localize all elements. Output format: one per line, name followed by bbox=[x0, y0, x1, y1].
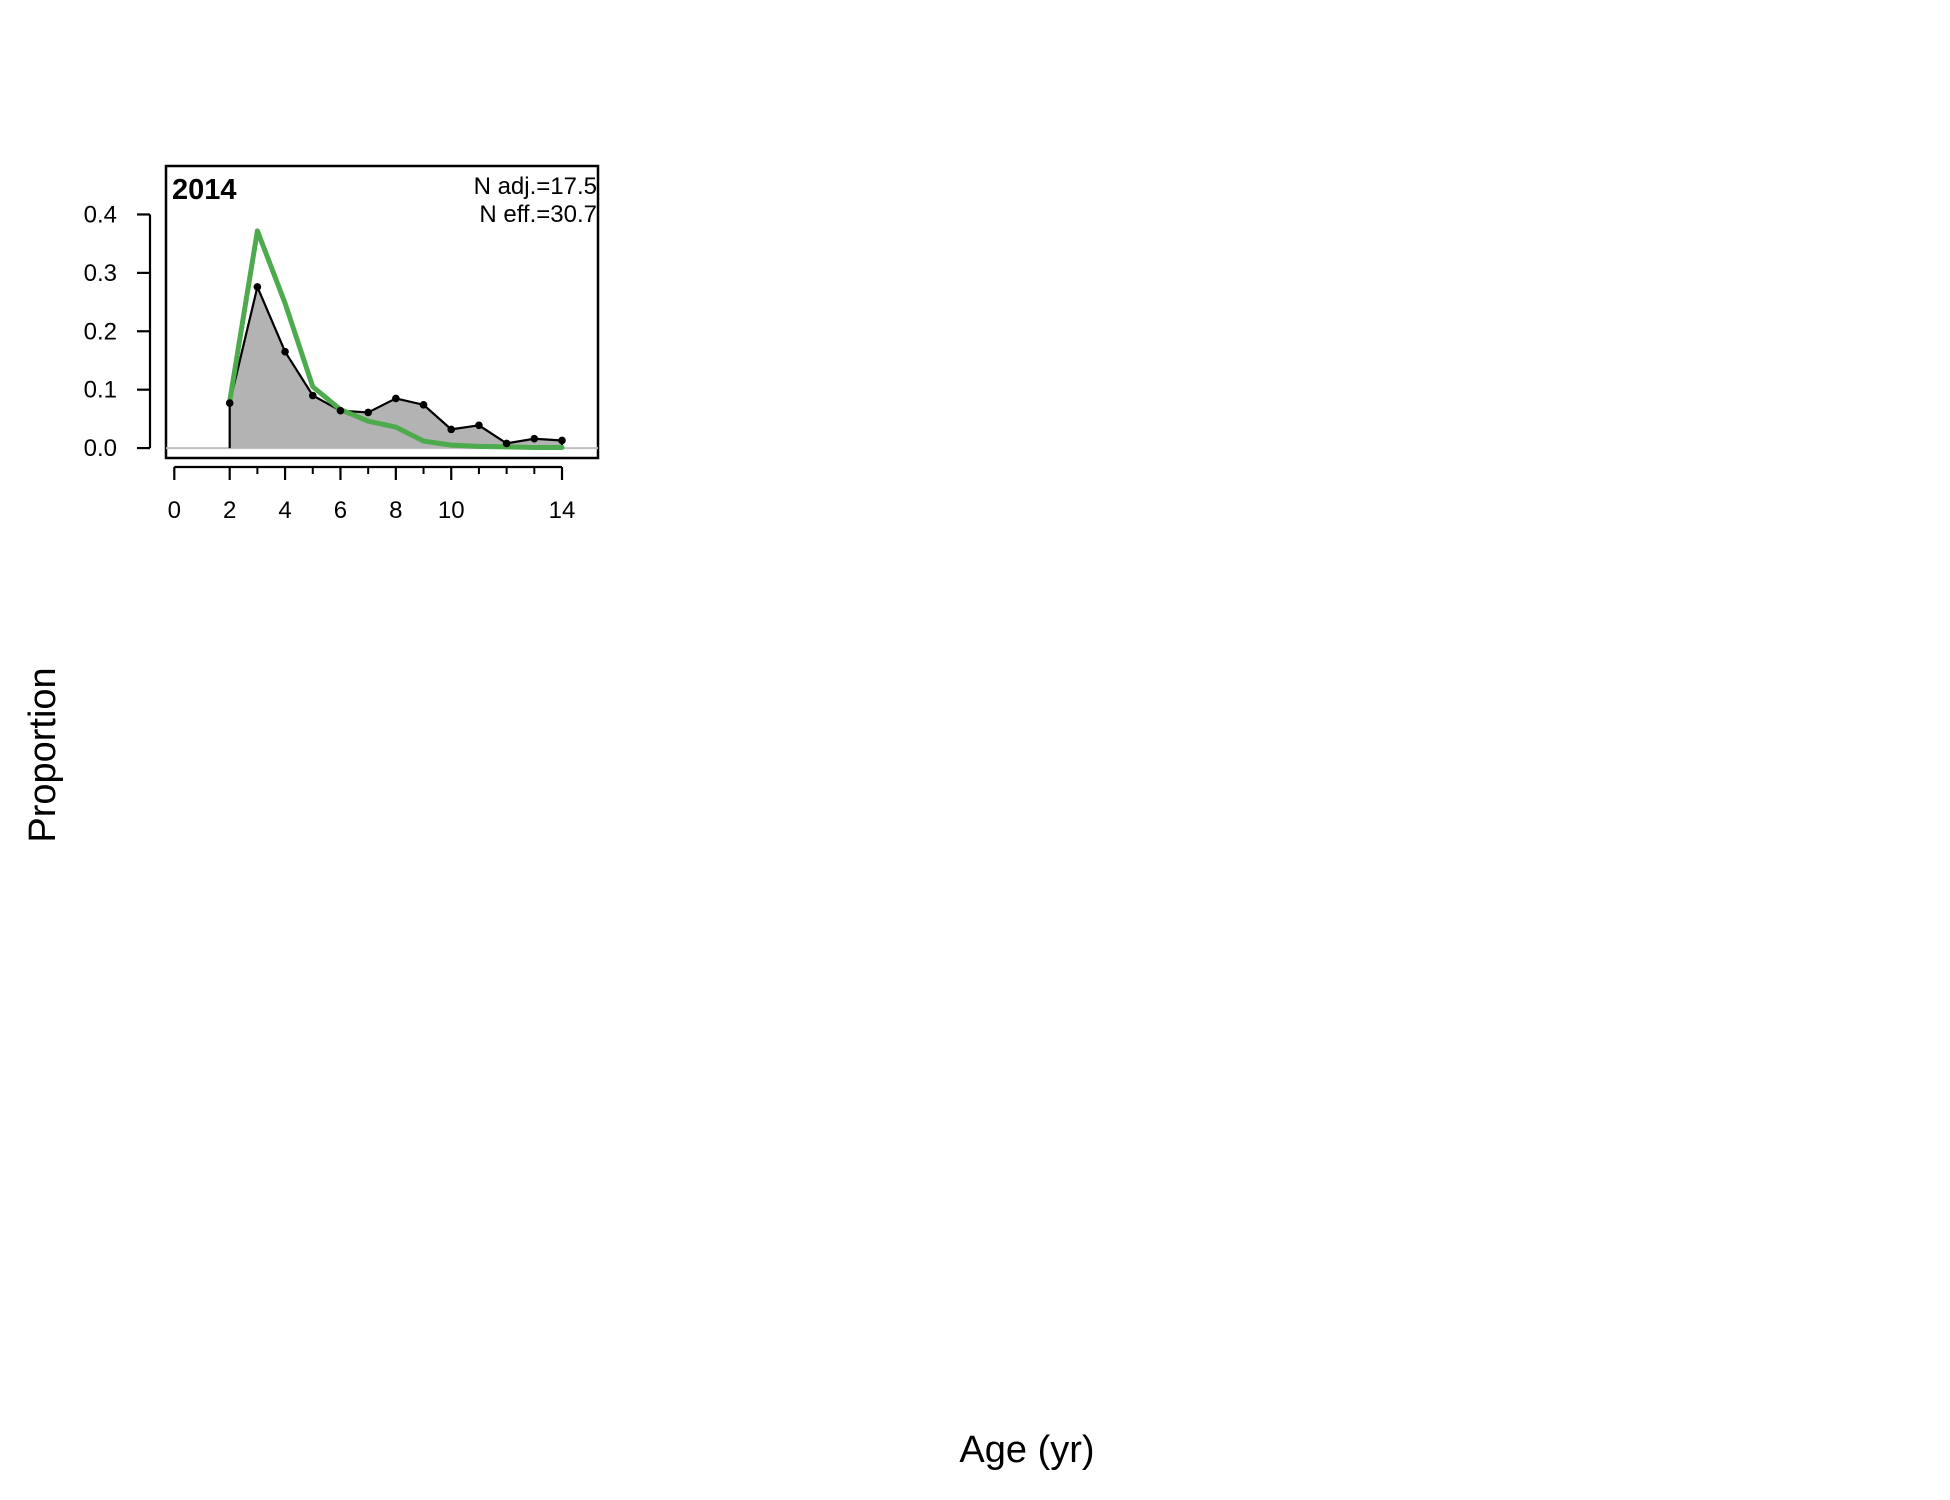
n-adj-annotation: N adj.=17.5 bbox=[474, 173, 597, 200]
observed-point bbox=[281, 347, 289, 356]
x-tick-label: 10 bbox=[438, 497, 465, 524]
y-tick-label: 0.2 bbox=[84, 318, 117, 345]
observed-point bbox=[502, 439, 511, 448]
plot-frame bbox=[164, 164, 600, 460]
y-tick-label: 0.0 bbox=[84, 435, 117, 462]
observed-point bbox=[475, 421, 483, 430]
x-tick-label: 14 bbox=[549, 497, 576, 524]
y-tick-label: 0.1 bbox=[84, 377, 117, 404]
x-tick-label: 8 bbox=[389, 497, 402, 524]
observed-point bbox=[558, 436, 566, 445]
observed-point bbox=[308, 391, 317, 400]
x-tick-label: 0 bbox=[168, 497, 181, 524]
chart-axes: 0 2 4 6 8 10 14 0.0 0.1 0.2 0.3 0.4 bbox=[84, 201, 576, 524]
observed-point bbox=[530, 434, 539, 443]
x-tick-label: 4 bbox=[278, 497, 291, 524]
observed-point bbox=[392, 394, 400, 403]
observed-point bbox=[447, 425, 456, 434]
x-tick-label: 2 bbox=[223, 497, 236, 524]
y-tick-label: 0.4 bbox=[84, 201, 117, 228]
observed-point bbox=[225, 399, 234, 407]
x-tick-label: 6 bbox=[334, 497, 347, 524]
observed-point bbox=[364, 408, 372, 417]
y-tick-label: 0.3 bbox=[84, 260, 117, 287]
x-axis-title: Age (yr) bbox=[959, 1429, 1094, 1471]
chart-panel: 0 2 4 6 8 10 14 0.0 0.1 0.2 0.3 0.4 2014 N adj.=17.… bbox=[84, 164, 600, 524]
y-axis-title: Proportion bbox=[22, 667, 64, 842]
observed-point bbox=[419, 401, 428, 409]
n-eff-annotation: N eff.=30.7 bbox=[479, 201, 597, 228]
observed-point bbox=[253, 283, 262, 291]
chart-marks bbox=[166, 228, 598, 450]
observed-area bbox=[229, 286, 562, 449]
observed-point bbox=[336, 406, 345, 415]
panel-year-label: 2014 bbox=[172, 174, 237, 206]
